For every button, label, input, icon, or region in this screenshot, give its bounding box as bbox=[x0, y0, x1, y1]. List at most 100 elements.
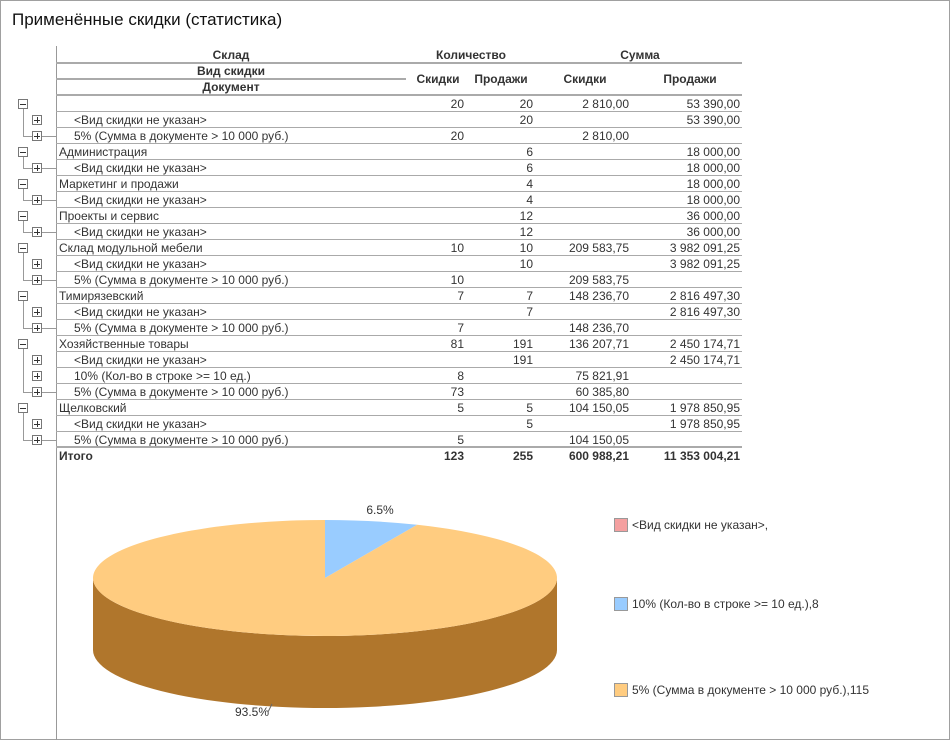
cell-sd: 136 207,71 bbox=[568, 337, 629, 351]
expand-icon[interactable] bbox=[32, 163, 42, 173]
cell-ss: 2 816 497,30 bbox=[669, 289, 740, 303]
total-sd: 600 988,21 bbox=[568, 449, 629, 463]
cell-qs: 5 bbox=[526, 417, 533, 431]
header-qty[interactable]: Количество bbox=[436, 48, 506, 62]
group-row[interactable]: Щелковский 5 5 104 150,05 1 978 850,95 bbox=[0, 400, 742, 416]
table-row[interactable]: <Вид скидки не указан> 7 2 816 497,30 bbox=[0, 304, 742, 320]
row-divider bbox=[56, 367, 742, 368]
row-divider bbox=[56, 319, 742, 320]
expand-icon[interactable] bbox=[32, 115, 42, 125]
row-label: 10% (Кол-во в строке >= 10 ед.) bbox=[74, 369, 251, 383]
row-divider bbox=[56, 303, 742, 304]
table-row[interactable]: 5% (Сумма в документе > 10 000 руб.) 73 60… bbox=[0, 384, 742, 400]
header-qty-discounts[interactable]: Скидки bbox=[416, 72, 460, 86]
collapse-icon[interactable] bbox=[18, 179, 28, 189]
row-divider bbox=[56, 175, 742, 176]
expand-icon[interactable] bbox=[32, 227, 42, 237]
group-row[interactable]: Склад модульной мебели 10 10 209 583,75 3 98… bbox=[0, 240, 742, 256]
table-row[interactable]: 5% (Сумма в документе > 10 000 руб.) 7 148… bbox=[0, 320, 742, 336]
cell-qd: 10 bbox=[450, 273, 464, 287]
row-label: 5% (Сумма в документе > 10 000 руб.) bbox=[74, 385, 289, 399]
page-title: Применённые скидки (статистика) bbox=[12, 10, 283, 29]
group-row[interactable]: Тимирязевский 7 7 148 236,70 2 816 497,30 bbox=[0, 288, 742, 304]
group-row[interactable]: Хозяйственные товары 81 191 136 207,71 2 450… bbox=[0, 336, 742, 352]
table-row[interactable]: <Вид скидки не указан> 191 2 450 174,71 bbox=[0, 352, 742, 368]
cell-qs: 4 bbox=[526, 193, 533, 207]
pie-slice[interactable] bbox=[325, 520, 418, 578]
group-row[interactable]: Маркетинг и продажи 4 18 000,00 bbox=[0, 176, 742, 192]
table-row[interactable]: <Вид скидки не указан> 4 18 000,00 bbox=[0, 192, 742, 208]
collapse-icon[interactable] bbox=[18, 211, 28, 221]
collapse-icon[interactable] bbox=[18, 339, 28, 349]
expand-icon[interactable] bbox=[32, 419, 42, 429]
tree-connector bbox=[23, 253, 24, 280]
group-row[interactable]: Администрация 6 18 000,00 bbox=[0, 144, 742, 160]
data-label: 6.5% bbox=[366, 503, 394, 517]
collapse-icon[interactable] bbox=[18, 243, 28, 253]
cell-ss: 3 982 091,25 bbox=[669, 257, 740, 271]
header-qty-sales[interactable]: Продажи bbox=[474, 72, 528, 86]
total-label: Итого bbox=[59, 449, 93, 463]
collapse-icon[interactable] bbox=[18, 403, 28, 413]
legend-swatch bbox=[614, 597, 628, 611]
expand-icon[interactable] bbox=[32, 323, 42, 333]
header-sum[interactable]: Сумма bbox=[620, 48, 660, 62]
legend-item: 5% (Сумма в документе > 10 000 руб.),115 bbox=[614, 683, 869, 697]
expand-icon[interactable] bbox=[32, 387, 42, 397]
cell-qs: 5 bbox=[526, 401, 533, 415]
table-row[interactable]: <Вид скидки не указан> 10 3 982 091,25 bbox=[0, 256, 742, 272]
table-row[interactable]: <Вид скидки не указан> 12 36 000,00 bbox=[0, 224, 742, 240]
row-label: Администрация bbox=[59, 145, 148, 159]
table-row[interactable]: 5% (Сумма в документе > 10 000 руб.) 20 2 … bbox=[0, 128, 742, 144]
cell-qs: 7 bbox=[526, 305, 533, 319]
row-label: <Вид скидки не указан> bbox=[74, 305, 207, 319]
cell-sd: 2 810,00 bbox=[582, 97, 629, 111]
cell-qd: 81 bbox=[450, 337, 464, 351]
tree-connector bbox=[23, 189, 24, 200]
cell-ss: 18 000,00 bbox=[686, 161, 740, 175]
legend-label: 10% (Кол-во в строке >= 10 ед.),8 bbox=[632, 597, 819, 611]
header-divider bbox=[56, 62, 742, 64]
group-row[interactable]: 20 20 2 810,00 53 390,00 bbox=[0, 96, 742, 112]
header-group1[interactable]: Склад bbox=[212, 48, 250, 62]
expand-icon[interactable] bbox=[32, 275, 42, 285]
row-divider bbox=[56, 239, 742, 240]
expand-icon[interactable] bbox=[32, 259, 42, 269]
header-sum-sales[interactable]: Продажи bbox=[663, 72, 717, 86]
table-row[interactable]: <Вид скидки не указан> 6 18 000,00 bbox=[0, 160, 742, 176]
expand-icon[interactable] bbox=[32, 307, 42, 317]
cell-qd: 5 bbox=[457, 433, 464, 447]
expand-icon[interactable] bbox=[32, 131, 42, 141]
cell-qd: 10 bbox=[450, 241, 464, 255]
total-divider bbox=[56, 446, 742, 448]
cell-sd: 148 236,70 bbox=[568, 321, 629, 335]
table-row[interactable]: <Вид скидки не указан> 5 1 978 850,95 bbox=[0, 416, 742, 432]
row-divider bbox=[56, 111, 742, 112]
pie-slice[interactable] bbox=[92, 520, 557, 636]
tree-connector bbox=[23, 109, 24, 136]
cell-qs: 10 bbox=[519, 241, 533, 255]
row-divider bbox=[56, 207, 742, 208]
table-row[interactable]: 10% (Кол-во в строке >= 10 ед.) 8 75 821,9… bbox=[0, 368, 742, 384]
collapse-icon[interactable] bbox=[18, 147, 28, 157]
table-row[interactable]: <Вид скидки не указан> 20 53 390,00 bbox=[0, 112, 742, 128]
collapse-icon[interactable] bbox=[18, 291, 28, 301]
group-row[interactable]: Проекты и сервис 12 36 000,00 bbox=[0, 208, 742, 224]
expand-icon[interactable] bbox=[32, 195, 42, 205]
table-row[interactable]: 5% (Сумма в документе > 10 000 руб.) 10 20… bbox=[0, 272, 742, 288]
row-divider bbox=[56, 287, 742, 288]
expand-icon[interactable] bbox=[32, 355, 42, 365]
expand-icon[interactable] bbox=[32, 371, 42, 381]
header-sum-discounts[interactable]: Скидки bbox=[563, 72, 607, 86]
row-label: <Вид скидки не указан> bbox=[74, 353, 207, 367]
cell-qd: 20 bbox=[450, 97, 464, 111]
tree-connector bbox=[23, 157, 24, 168]
expand-icon[interactable] bbox=[32, 435, 42, 445]
header-group2[interactable]: Вид скидки bbox=[196, 64, 266, 78]
row-label: <Вид скидки не указан> bbox=[74, 225, 207, 239]
total-row: Итого 123 255 600 988,21 11 353 004,21 bbox=[0, 446, 742, 464]
header-group3[interactable]: Документ bbox=[202, 80, 260, 94]
collapse-icon[interactable] bbox=[18, 99, 28, 109]
row-label: <Вид скидки не указан> bbox=[74, 257, 207, 271]
row-label: Щелковский bbox=[59, 401, 127, 415]
